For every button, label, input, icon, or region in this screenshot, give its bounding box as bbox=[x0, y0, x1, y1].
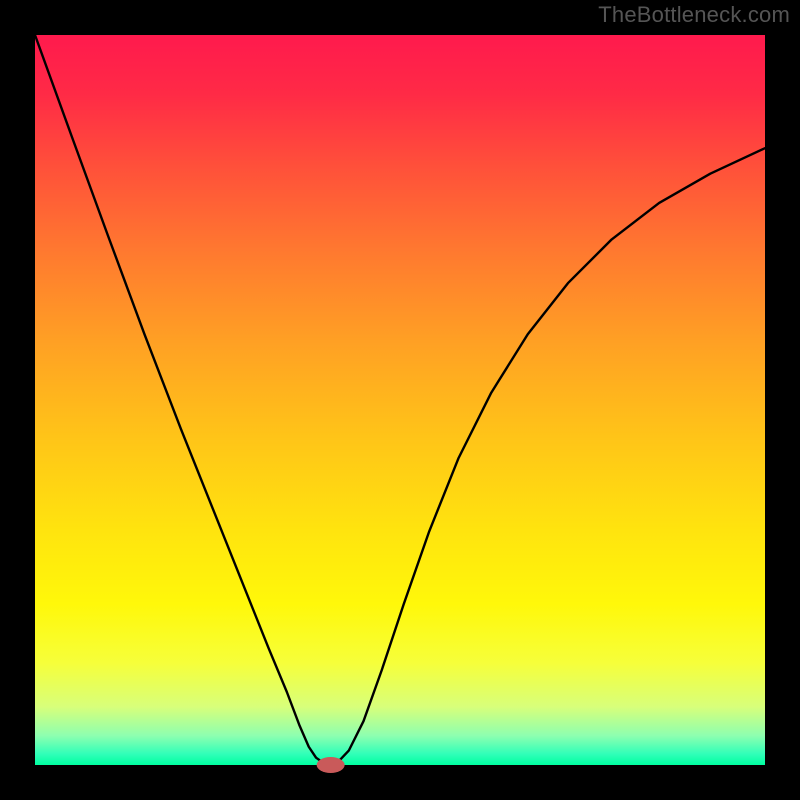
chart-plot-area bbox=[35, 35, 765, 765]
bottleneck-chart bbox=[0, 0, 800, 800]
watermark-text: TheBottleneck.com bbox=[598, 2, 790, 28]
chart-container: TheBottleneck.com bbox=[0, 0, 800, 800]
optimum-marker bbox=[317, 757, 345, 773]
